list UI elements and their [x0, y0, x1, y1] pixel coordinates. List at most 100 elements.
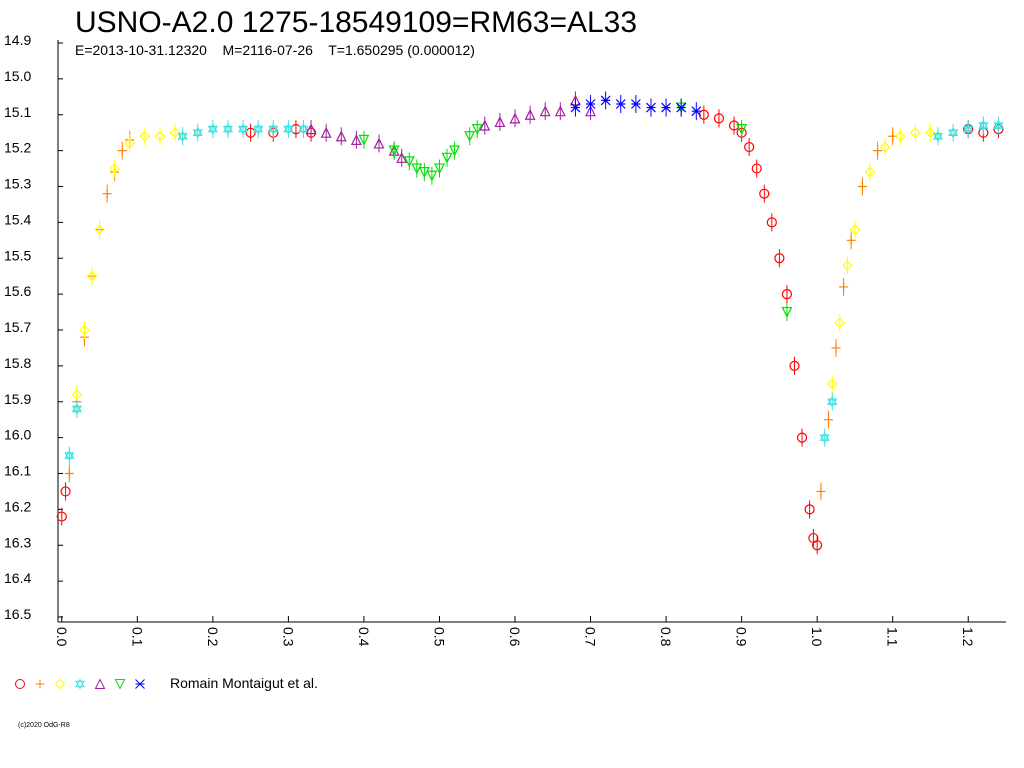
legend-label: Romain Montaigut et al.: [170, 675, 318, 691]
x-tick-label: 0.4: [356, 627, 372, 647]
point: [676, 102, 687, 113]
point: [993, 119, 1004, 132]
point: [237, 123, 249, 135]
x-tick-label: 0.8: [658, 627, 674, 647]
point: [585, 105, 597, 117]
point: [154, 130, 166, 142]
y-tick-label: 16.3: [4, 534, 31, 550]
point: [177, 130, 188, 142]
point: [744, 141, 755, 153]
point: [661, 102, 672, 113]
point: [819, 431, 830, 444]
y-tick-label: 16.5: [4, 606, 31, 622]
point: [816, 486, 826, 496]
point: [64, 449, 75, 462]
point: [713, 113, 725, 124]
y-tick-label: 16.1: [4, 463, 31, 479]
x-tick-label: 0.5: [431, 627, 447, 647]
point: [796, 432, 808, 443]
point: [864, 166, 876, 178]
point: [789, 360, 800, 371]
point: [925, 127, 936, 139]
legend-symbol: [114, 679, 126, 690]
y-tick-label: 16.4: [4, 570, 31, 586]
point: [646, 102, 656, 113]
point: [60, 486, 71, 497]
x-tick-label: 1.1: [885, 627, 901, 647]
legend-symbol: [75, 678, 85, 690]
point: [396, 151, 408, 163]
x-tick-label: 0.6: [507, 627, 523, 647]
point: [879, 141, 891, 153]
point: [846, 235, 856, 245]
y-tick-label: 14.9: [4, 32, 31, 48]
point: [751, 163, 762, 174]
point: [728, 120, 740, 131]
point: [831, 343, 841, 353]
point: [268, 123, 279, 135]
x-tick-label: 0.0: [54, 627, 70, 647]
point: [873, 146, 883, 156]
y-tick-label: 16.2: [4, 498, 31, 514]
y-tick-label: 15.8: [4, 355, 31, 371]
point: [373, 137, 385, 149]
x-tick-label: 0.9: [734, 627, 750, 647]
point: [403, 156, 415, 168]
point: [358, 134, 370, 146]
point: [464, 131, 476, 143]
point: [449, 145, 461, 157]
point: [64, 469, 74, 478]
point: [305, 123, 317, 135]
legend-symbol: [35, 679, 45, 689]
chart-title: USNO-A2.0 1275-18549109=RM63=AL33: [75, 6, 637, 39]
point: [192, 126, 203, 139]
point: [774, 253, 785, 264]
point: [524, 108, 536, 120]
point: [781, 306, 793, 318]
chart-subtitle: E=2013-10-31.12320 M=2116-07-26 T=1.6502…: [75, 42, 475, 58]
y-tick-label: 15.1: [4, 104, 31, 120]
point: [245, 127, 256, 138]
y-tick-label: 15.5: [4, 247, 31, 263]
point: [71, 403, 82, 415]
point: [253, 123, 264, 135]
point: [388, 145, 400, 157]
point: [963, 123, 974, 135]
point: [124, 138, 136, 149]
point: [736, 124, 748, 135]
x-tick-label: 0.3: [280, 627, 296, 647]
point: [585, 99, 596, 109]
y-tick-label: 15.4: [4, 211, 31, 227]
point: [759, 188, 770, 199]
point: [139, 130, 151, 142]
point: [102, 189, 112, 199]
point: [804, 504, 815, 515]
point: [509, 112, 521, 124]
point: [894, 130, 906, 142]
y-tick-label: 15.0: [4, 68, 31, 84]
x-tick-label: 1.2: [960, 627, 976, 647]
point: [539, 105, 551, 117]
point: [79, 324, 90, 336]
point: [207, 123, 218, 135]
y-tick-label: 15.2: [4, 140, 31, 156]
point: [441, 152, 453, 164]
credit: (c)2020 OdG-R8: [18, 722, 70, 729]
point: [71, 389, 83, 400]
legend-symbol: [15, 679, 25, 689]
point: [411, 163, 423, 175]
point: [350, 134, 362, 145]
point: [494, 116, 506, 128]
point: [117, 146, 127, 156]
point: [169, 127, 181, 139]
point: [691, 106, 702, 117]
x-tick-label: 0.1: [129, 627, 145, 647]
y-tick-label: 15.6: [4, 283, 31, 299]
x-tick-label: 1.0: [809, 627, 825, 647]
point: [418, 167, 430, 178]
point: [320, 126, 332, 138]
point: [298, 123, 309, 135]
